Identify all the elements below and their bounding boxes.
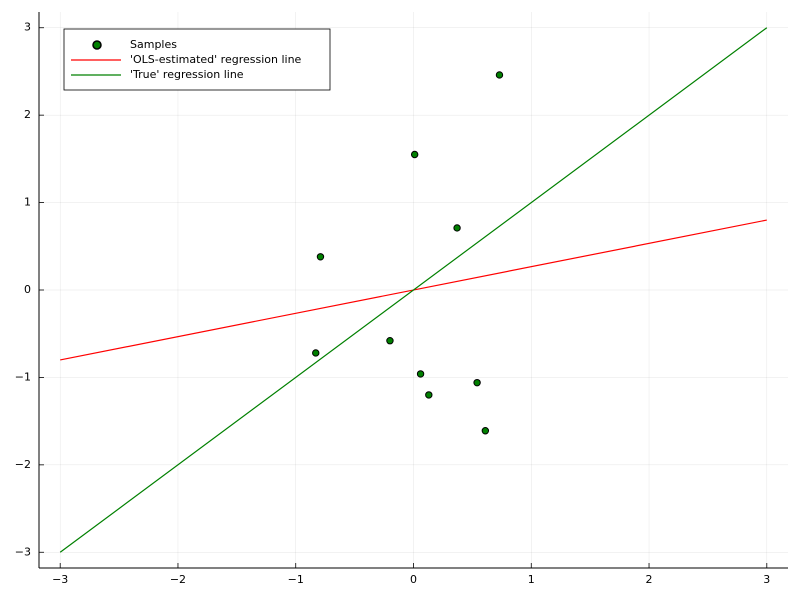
x-tick-label: 2 bbox=[646, 573, 653, 586]
sample-point bbox=[481, 427, 490, 435]
y-tick-label: −1 bbox=[15, 370, 31, 383]
x-tick-label: 0 bbox=[410, 573, 417, 586]
y-tick-label: −3 bbox=[15, 545, 31, 558]
legend-label: 'OLS-estimated' regression line bbox=[130, 53, 302, 66]
sample-point bbox=[410, 150, 419, 159]
sample-point bbox=[386, 337, 394, 345]
sample-point bbox=[425, 391, 433, 399]
legend-marker bbox=[92, 40, 102, 50]
y-tick-label: 1 bbox=[24, 196, 31, 209]
y-tick-label: 2 bbox=[24, 108, 31, 121]
sample-point bbox=[473, 378, 481, 387]
x-tick-label: 3 bbox=[763, 573, 770, 586]
sample-point bbox=[316, 253, 325, 261]
x-tick-label: −3 bbox=[52, 573, 68, 586]
x-tick-label: 1 bbox=[528, 573, 535, 586]
legend-label: Samples bbox=[130, 38, 177, 51]
y-tick-label: 3 bbox=[24, 21, 31, 34]
y-tick-label: 0 bbox=[24, 283, 31, 296]
y-tick-label: −2 bbox=[15, 458, 31, 471]
sample-point bbox=[495, 71, 504, 79]
x-tick-label: −2 bbox=[170, 573, 186, 586]
sample-point bbox=[416, 370, 425, 378]
legend-label: 'True' regression line bbox=[130, 68, 244, 81]
sample-point bbox=[312, 349, 320, 357]
regression-line bbox=[59, 27, 768, 553]
sample-point bbox=[453, 224, 461, 232]
x-tick-label: −1 bbox=[288, 573, 304, 586]
